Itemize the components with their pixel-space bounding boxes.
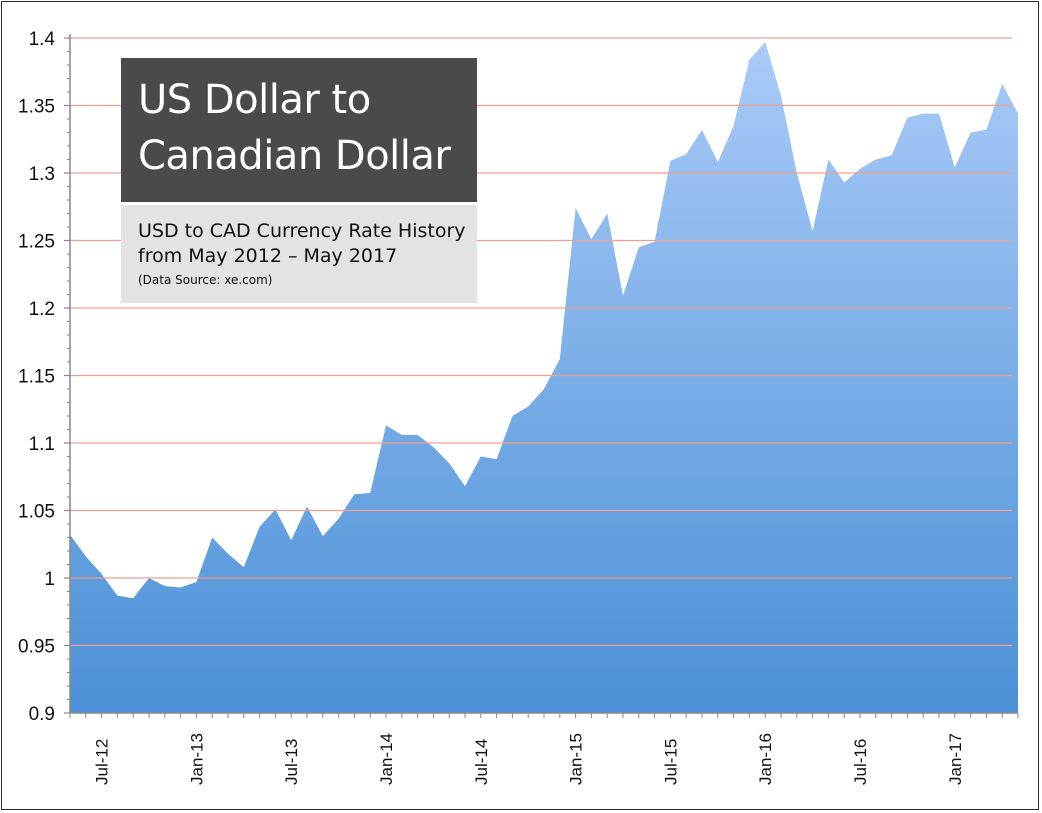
y-tick-label: 1.35 xyxy=(18,97,55,118)
y-tick-label: 1.4 xyxy=(29,29,56,50)
x-tick-label: Jan-15 xyxy=(567,733,586,785)
x-tick-labels: Jul-12 Jan-13 Jul-13 Jan-14 Jul-14 Jan-15 Jul-… xyxy=(69,713,1019,785)
y-tick-label: 1.05 xyxy=(18,502,55,523)
y-tick-labels: 0.9 0.95 1 1.05 1.1 1.15 1.2 1.25 1.3 1.35 1.4 xyxy=(18,29,70,725)
y-tick-label: 1.2 xyxy=(29,299,55,320)
y-tick-label: 0.95 xyxy=(18,637,55,658)
chart-subtitle-box: USD to CAD Currency Rate History from Ma… xyxy=(121,205,477,303)
usd-cad-area xyxy=(70,42,1018,713)
x-tick-label: Jul-13 xyxy=(282,739,301,785)
y-tick-label: 1.25 xyxy=(18,232,55,253)
y-tick-label: 1 xyxy=(44,569,55,590)
x-tick-label: Jan-13 xyxy=(187,733,206,785)
y-tick-label: 0.9 xyxy=(29,704,55,725)
x-tick-label: Jan-16 xyxy=(756,733,775,785)
chart-title-box: US Dollar to Canadian Dollar xyxy=(121,58,477,202)
y-tick-label: 1.15 xyxy=(18,367,55,388)
y-tick-label: 1.1 xyxy=(29,434,55,455)
x-tick-label: Jul-16 xyxy=(851,739,870,785)
chart-title: US Dollar to Canadian Dollar xyxy=(138,77,451,179)
x-tick-label: Jul-14 xyxy=(472,739,491,785)
x-tick-label: Jul-12 xyxy=(93,739,112,785)
area-series xyxy=(70,42,1018,713)
x-tick-label: Jan-17 xyxy=(946,733,965,785)
chart-subtitle: USD to CAD Currency Rate History from Ma… xyxy=(138,220,466,267)
x-tick-label: Jul-15 xyxy=(661,739,680,785)
y-tick-label: 1.3 xyxy=(29,164,55,185)
data-source-note: (Data Source: xe.com) xyxy=(138,273,273,287)
x-tick-label: Jan-14 xyxy=(377,733,396,785)
